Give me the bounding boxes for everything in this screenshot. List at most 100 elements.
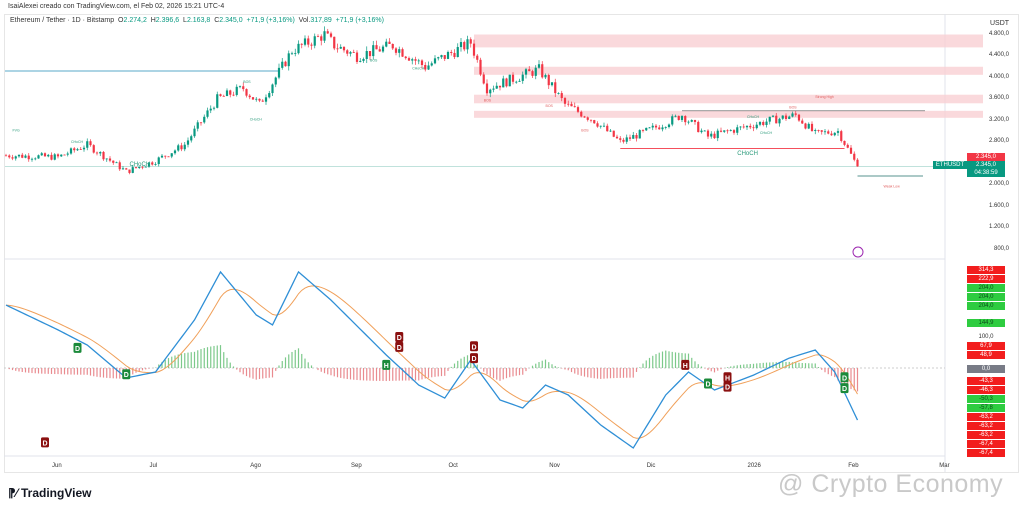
candle-body: [479, 59, 482, 75]
histogram-bar: [106, 368, 108, 378]
histogram-bar: [366, 368, 368, 381]
histogram-bar: [590, 368, 592, 378]
histogram-bar: [616, 368, 618, 378]
candle-body: [547, 74, 550, 86]
candle-body: [511, 74, 515, 82]
signal-marker-label: D: [842, 375, 847, 382]
candle-body: [8, 155, 11, 158]
histogram-bar: [557, 367, 560, 368]
candle-body: [203, 116, 206, 123]
candle-body: [251, 97, 255, 100]
histogram-bar: [522, 368, 524, 375]
candle-body: [596, 123, 599, 127]
signal-marker-label: D: [397, 335, 402, 342]
structure-label: Weak Low: [884, 185, 901, 189]
candle-body: [528, 69, 531, 72]
candle-body: [310, 44, 313, 46]
histogram-bar: [405, 368, 407, 381]
histogram-bar: [258, 368, 261, 380]
signal-marker: [470, 341, 478, 352]
structure-label: CHoCH: [760, 131, 773, 135]
tradingview-logo-icon: ⁋⁄: [8, 486, 21, 500]
histogram-bar: [301, 353, 303, 368]
candle-body: [768, 116, 771, 122]
histogram-bar: [697, 364, 699, 368]
histogram-bar: [756, 363, 758, 368]
candle-body: [661, 127, 664, 130]
close-label: C: [214, 17, 220, 24]
candle-body: [446, 51, 450, 59]
candle-body: [372, 45, 375, 57]
histogram-bar: [453, 363, 456, 368]
candle-body: [713, 133, 716, 139]
change-value: +71,9 (+3,16%): [246, 17, 295, 24]
candle-body: [583, 116, 586, 118]
currency-label[interactable]: USDT: [990, 20, 1010, 27]
histogram-bar: [427, 368, 430, 378]
histogram-bar: [739, 364, 742, 368]
histogram-bar: [691, 357, 693, 368]
candle-body: [635, 135, 638, 139]
histogram-bar: [850, 368, 852, 390]
high-value: 2.396,6: [155, 17, 180, 24]
candle-body: [69, 148, 73, 154]
price-tick: 2.000,0: [988, 181, 1009, 187]
histogram-bar: [603, 368, 605, 379]
histogram-bar: [811, 363, 813, 368]
histogram-bar: [665, 350, 667, 368]
histogram-bar: [726, 367, 729, 368]
histogram-bar: [190, 352, 192, 368]
histogram-bar: [138, 368, 140, 372]
histogram-bar: [359, 368, 361, 381]
candle-body: [206, 110, 209, 117]
histogram-bar: [369, 368, 371, 381]
signal-marker-label: D: [397, 345, 402, 352]
histogram-bar: [18, 368, 20, 372]
histogram-bar: [60, 368, 62, 375]
supply-zone: [474, 34, 983, 48]
candle-body: [216, 94, 219, 108]
time-tick: Oct: [448, 463, 458, 469]
histogram-bar: [749, 363, 751, 368]
histogram-bar: [379, 368, 381, 381]
candle-body: [222, 95, 225, 97]
candle-body: [414, 59, 417, 61]
candle-body: [729, 130, 732, 131]
histogram-bar: [141, 368, 144, 371]
candle-body: [43, 153, 47, 157]
candle-body: [570, 103, 573, 107]
price-tick: 3.600,0: [988, 95, 1009, 101]
symbol-name[interactable]: Ethereum / Tether · 1D · Bitstamp: [10, 17, 115, 24]
candle-body: [775, 115, 778, 124]
histogram-bar: [596, 368, 599, 379]
structure-label: BOS: [370, 58, 378, 62]
histogram-bar: [73, 368, 75, 375]
candle-body: [118, 162, 121, 170]
oscillator-value-label: 314,3: [967, 266, 1005, 274]
histogram-bar: [41, 368, 43, 374]
histogram-bar: [609, 368, 612, 379]
histogram-bar: [242, 368, 244, 375]
histogram-bar: [203, 348, 205, 368]
candle-body: [4, 155, 8, 157]
candle-body: [433, 58, 437, 64]
histogram-bar: [476, 364, 478, 368]
histogram-bar: [210, 346, 212, 368]
time-tick: Dic: [646, 463, 656, 469]
histogram-bar: [109, 368, 111, 379]
candle-body: [550, 82, 554, 86]
oscillator-value-label: 204,0: [967, 302, 1005, 310]
histogram-bar: [132, 368, 134, 375]
candle-body: [810, 123, 814, 131]
histogram-bar: [281, 361, 283, 368]
oscillator-value-label: 48,9: [967, 351, 1005, 359]
histogram-bar: [249, 368, 251, 378]
chart-credit: IsaiAlexei creado con TradingView.com, e…: [8, 3, 225, 10]
candle-body: [820, 130, 823, 132]
candle-body: [300, 43, 303, 45]
candle-body: [771, 115, 775, 117]
signal-marker-label: D: [471, 344, 476, 351]
candle-body: [628, 137, 632, 139]
histogram-bar: [544, 359, 547, 368]
